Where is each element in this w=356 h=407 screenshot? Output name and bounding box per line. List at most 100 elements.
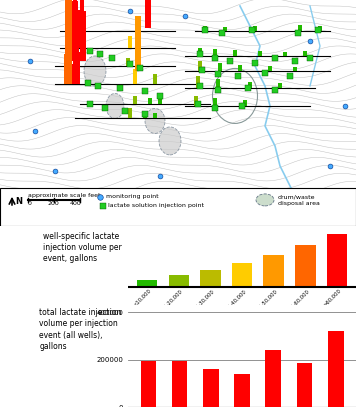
Bar — [122, 108, 128, 114]
Bar — [253, 26, 257, 31]
Bar — [73, 0, 77, 31]
Text: >60,000: >60,000 — [323, 288, 342, 308]
Bar — [297, 363, 312, 407]
Bar — [72, 1, 78, 61]
Bar — [227, 58, 233, 64]
Bar — [292, 58, 298, 64]
Bar — [100, 203, 106, 209]
Bar — [298, 25, 302, 31]
Bar — [74, 52, 80, 84]
Bar — [137, 280, 157, 287]
Bar — [216, 79, 220, 88]
Text: 10,000-20,000: 10,000-20,000 — [153, 288, 184, 319]
Bar — [215, 71, 221, 77]
Text: N: N — [15, 197, 22, 206]
Bar — [0, 188, 356, 226]
Bar — [293, 67, 297, 71]
Bar — [232, 263, 252, 287]
Bar — [153, 74, 157, 84]
Bar — [117, 85, 123, 91]
Ellipse shape — [84, 56, 106, 86]
Bar — [258, 51, 262, 56]
Text: total lactate injection
volume per injection
event (all wells),
gallons: total lactate injection volume per injec… — [40, 309, 122, 350]
Bar — [195, 101, 201, 107]
Text: well-specific lactate
injection volume per
event, gallons: well-specific lactate injection volume p… — [43, 232, 122, 263]
Bar — [194, 96, 198, 106]
Bar — [72, 64, 76, 84]
Bar — [145, 0, 151, 28]
Bar — [318, 26, 322, 31]
Bar — [249, 27, 255, 33]
Bar — [243, 100, 247, 106]
Bar — [66, 1, 70, 66]
Bar — [202, 27, 208, 33]
Text: lactate solution injection point: lactate solution injection point — [108, 204, 204, 208]
Bar — [203, 369, 219, 407]
Bar — [66, 4, 72, 84]
Bar — [200, 270, 221, 287]
Text: disposal area: disposal area — [278, 201, 320, 206]
Text: drum/waste: drum/waste — [278, 195, 315, 199]
Bar — [135, 16, 141, 71]
Text: 400: 400 — [70, 201, 82, 206]
Bar — [133, 69, 137, 84]
Bar — [218, 63, 222, 71]
Bar — [328, 331, 344, 407]
Bar — [126, 58, 130, 66]
Bar — [197, 83, 203, 89]
Bar — [85, 80, 91, 86]
Bar — [213, 49, 217, 56]
Bar — [266, 350, 281, 407]
Bar — [127, 61, 133, 67]
Text: 20,000-30,000: 20,000-30,000 — [185, 288, 215, 319]
Bar — [102, 105, 108, 111]
Bar — [219, 30, 225, 36]
Bar — [295, 245, 316, 287]
Ellipse shape — [256, 194, 274, 206]
Bar — [74, 24, 78, 66]
Bar — [223, 27, 227, 31]
Bar — [212, 55, 218, 61]
Text: monitoring point: monitoring point — [106, 195, 159, 199]
Bar — [199, 67, 205, 73]
Bar — [235, 73, 241, 79]
Bar — [128, 108, 132, 118]
Ellipse shape — [106, 94, 124, 118]
Bar — [153, 113, 157, 118]
Bar — [198, 48, 202, 56]
Bar — [215, 87, 221, 93]
Bar — [109, 55, 115, 61]
Bar — [142, 88, 148, 94]
Bar — [157, 93, 163, 99]
Bar — [272, 87, 278, 93]
Bar — [307, 55, 313, 61]
Bar — [197, 51, 203, 57]
Bar — [315, 27, 321, 33]
Bar — [128, 36, 132, 48]
Ellipse shape — [145, 108, 165, 133]
Bar — [87, 101, 93, 107]
Bar — [287, 73, 293, 79]
Bar — [196, 76, 200, 88]
Ellipse shape — [159, 127, 181, 155]
Bar — [278, 83, 282, 88]
Bar — [268, 66, 272, 71]
Bar — [303, 51, 307, 56]
Bar — [327, 234, 347, 287]
Bar — [239, 103, 245, 109]
Bar — [133, 96, 137, 104]
Bar — [272, 55, 278, 61]
Bar — [172, 361, 188, 407]
Bar — [95, 83, 101, 89]
Bar — [245, 85, 251, 91]
Bar — [97, 51, 103, 57]
Bar — [148, 98, 152, 104]
Bar — [283, 52, 287, 56]
Bar — [141, 361, 156, 407]
Bar — [213, 98, 217, 106]
Bar — [198, 61, 202, 71]
Bar — [233, 50, 237, 56]
Bar — [203, 26, 207, 31]
Bar — [65, 0, 71, 66]
Bar — [262, 70, 268, 76]
